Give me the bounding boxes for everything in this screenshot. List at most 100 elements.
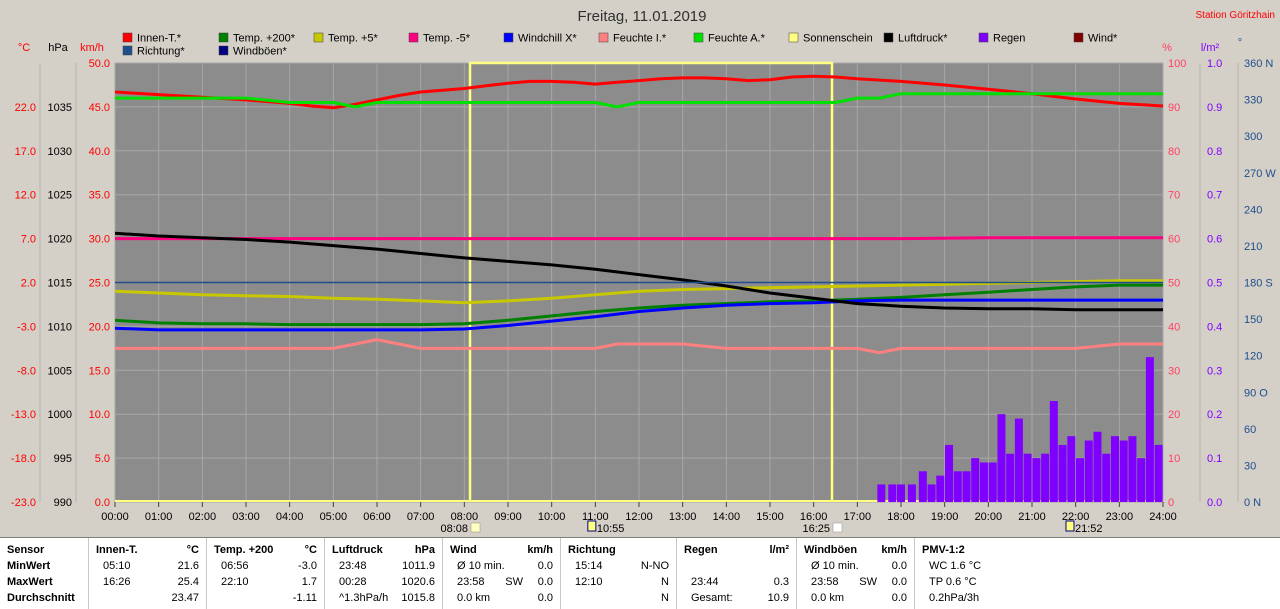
moon-icon bbox=[1065, 520, 1075, 532]
rain-tick-label: 0.4 bbox=[1207, 321, 1222, 333]
rain-bar bbox=[877, 484, 886, 502]
temp-tick-label: 22.0 bbox=[15, 102, 36, 114]
legend-swatch bbox=[598, 32, 609, 43]
rain-bar bbox=[1041, 453, 1050, 502]
summary-row: 23:48 1011.9 bbox=[325, 558, 443, 574]
summary-cell-label: 23:58 bbox=[811, 576, 839, 588]
summary-row: 23:58 SW 0.0 bbox=[443, 574, 561, 590]
x-tick-label: 15:00 bbox=[756, 511, 784, 523]
legend-swatch bbox=[313, 32, 324, 43]
summary-column: Windböen km/h Ø 10 min. 0.0 23:58 SW 0.0 0.0 km… bbox=[796, 538, 915, 609]
summary-column: Temp. +200 °C 06:56 -3.0 22:10 1.7 -1.11 bbox=[206, 538, 325, 609]
summary-header-row: Regen l/m² bbox=[677, 542, 797, 558]
summary-row: -1.11 bbox=[207, 590, 325, 606]
summary-header-row: Luftdruck hPa bbox=[325, 542, 443, 558]
x-tick-label: 24:00 bbox=[1149, 511, 1177, 523]
pressure-tick-label: 1000 bbox=[48, 409, 72, 421]
rain-bar bbox=[1023, 453, 1032, 502]
summary-cell-label: 12:10 bbox=[575, 576, 603, 588]
legend-label: Luftdruck* bbox=[898, 33, 948, 45]
rain-bar bbox=[1049, 401, 1058, 502]
summary-cell-label: ^1.3hPa/h bbox=[339, 592, 389, 604]
summary-row: TP 0.6 °C bbox=[915, 574, 1035, 590]
direction-tick-label: 300 bbox=[1244, 131, 1262, 143]
rain-bar bbox=[888, 484, 897, 502]
summary-header-row: Richtung bbox=[561, 542, 677, 558]
unit-rain: l/m² bbox=[1201, 42, 1220, 54]
summary-cell-label: 15:14 bbox=[575, 560, 603, 572]
summary-cell-label: 0.0 km bbox=[457, 592, 491, 604]
humidity-tick-label: 60 bbox=[1168, 234, 1180, 246]
summary-header: Regen bbox=[684, 544, 718, 556]
humidity-tick-label: 40 bbox=[1168, 321, 1180, 333]
legend-label: Feuchte A.* bbox=[708, 33, 766, 45]
x-tick-label: 05:00 bbox=[320, 511, 348, 523]
summary-header: Temp. +200 bbox=[214, 544, 274, 556]
rain-bar bbox=[945, 444, 954, 502]
rain-bar bbox=[962, 471, 971, 502]
legend-swatch bbox=[408, 32, 419, 43]
series-line bbox=[114, 283, 1163, 327]
summary-column: Regen l/m² 23:44 0.3 Gesamt: 10.9 bbox=[676, 538, 797, 609]
legend-label: Richtung* bbox=[137, 46, 185, 58]
pressure-tick-label: 1020 bbox=[48, 234, 72, 246]
temp-tick-label: -13.0 bbox=[11, 409, 36, 421]
legend-label: Temp. +5* bbox=[328, 33, 379, 45]
rain-bar bbox=[1102, 453, 1111, 502]
summary-row: 22:10 1.7 bbox=[207, 574, 325, 590]
temp-tick-label: -23.0 bbox=[11, 497, 36, 509]
summary-column: PMV-1:2 WC 1.6 °C TP 0.6 °C 0.2hPa/3h bbox=[914, 538, 1035, 609]
summary-row: 05:10 21.6 bbox=[89, 558, 207, 574]
rain-tick-label: 1.0 bbox=[1207, 58, 1222, 70]
temp-tick-label: -8.0 bbox=[17, 365, 36, 377]
legend-label: Temp. +200* bbox=[233, 33, 296, 45]
summary-unit: km/h bbox=[881, 544, 907, 556]
temp-tick-label: 7.0 bbox=[21, 234, 36, 246]
summary-cell-value: 10.9 bbox=[767, 592, 789, 604]
direction-tick-label: 150 bbox=[1244, 314, 1262, 326]
rain-bar bbox=[1076, 458, 1085, 502]
legend-label: Windchill X* bbox=[518, 33, 577, 45]
summary-unit: l/m² bbox=[769, 544, 789, 556]
summary-cell-label: 00:28 bbox=[339, 576, 367, 588]
sun-icon bbox=[832, 522, 843, 533]
rain-tick-label: 0.2 bbox=[1207, 409, 1222, 421]
summary-cell-value: 0.0 bbox=[537, 592, 553, 604]
wind-tick-label: 25.0 bbox=[89, 278, 110, 290]
rain-tick-label: 0.7 bbox=[1207, 190, 1222, 202]
summary-table: Sensor MinWert MaxWert Durchschnitt Innen-T.… bbox=[0, 537, 1280, 609]
pressure-tick-label: 1035 bbox=[48, 102, 72, 114]
direction-tick-label: 60 bbox=[1244, 424, 1256, 436]
rain-bar bbox=[927, 484, 936, 502]
rain-bar bbox=[1128, 436, 1137, 502]
summary-cell-value: N bbox=[661, 576, 669, 588]
summary-header-row: PMV-1:2 bbox=[915, 542, 1035, 558]
wind-tick-label: 50.0 bbox=[89, 58, 110, 70]
summary-header: Richtung bbox=[568, 544, 616, 556]
wind-tick-label: 15.0 bbox=[89, 365, 110, 377]
summary-row: 0.2hPa/3h bbox=[915, 590, 1035, 606]
summary-cell-value: 1015.8 bbox=[401, 592, 435, 604]
summary-row: Ø 10 min. 0.0 bbox=[443, 558, 561, 574]
pressure-tick-label: 1030 bbox=[48, 146, 72, 158]
temp-tick-label: -18.0 bbox=[11, 453, 36, 465]
legend-label: Feuchte I.* bbox=[613, 33, 667, 45]
summary-header-row: Wind km/h bbox=[443, 542, 561, 558]
direction-tick-label: 270 W bbox=[1244, 168, 1276, 180]
summary-cell-label: Ø 10 min. bbox=[457, 560, 505, 572]
wind-tick-label: 20.0 bbox=[89, 321, 110, 333]
moon-time-label: 10:55 bbox=[597, 523, 625, 535]
summary-column: Sensor MinWert MaxWert Durchschnitt bbox=[0, 538, 88, 609]
rain-layer bbox=[877, 357, 1163, 502]
series-layer bbox=[114, 74, 1164, 355]
legend-swatch bbox=[978, 32, 989, 43]
rain-bar bbox=[1084, 440, 1093, 502]
summary-cell-label: 23:48 bbox=[339, 560, 367, 572]
humidity-tick-label: 70 bbox=[1168, 190, 1180, 202]
summary-row: 0.0 km 0.0 bbox=[797, 590, 915, 606]
summary-row: Gesamt: 10.9 bbox=[677, 590, 797, 606]
rain-bar bbox=[971, 458, 980, 502]
x-tick-label: 17:00 bbox=[844, 511, 872, 523]
wind-tick-label: 30.0 bbox=[89, 234, 110, 246]
humidity-tick-label: 80 bbox=[1168, 146, 1180, 158]
